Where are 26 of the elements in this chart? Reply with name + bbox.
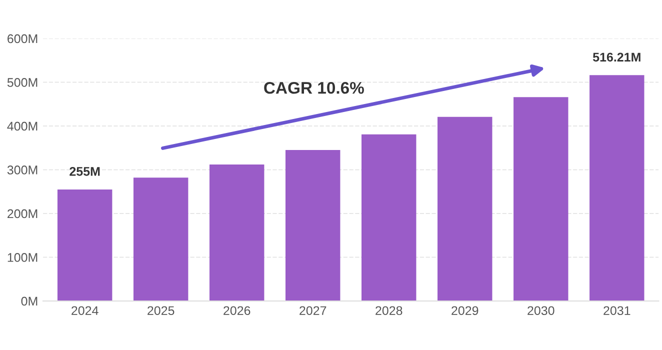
y-tick-label: 600M [8,34,38,44]
x-tick-label: 2029 [452,306,478,316]
x-tick-label: 2024 [72,306,98,316]
x-tick-label: 2027 [300,306,326,316]
y-tick-label: 200M [8,209,38,218]
x-tick-label: 2026 [224,306,250,316]
x-tick-label: 2030 [528,306,554,316]
y-tick-label: 0M [21,296,38,306]
y-tick-label: 500M [7,78,38,87]
data-label: 255M [70,167,100,176]
bar [209,164,264,301]
bar [133,178,188,301]
bar [514,97,568,301]
y-tick-label: 100M [8,253,38,262]
bar [57,189,112,301]
x-tick-label: 2025 [148,306,174,316]
bar [590,75,644,301]
y-tick-label: 300M [7,166,38,174]
x-tick-label: 2031 [604,306,630,316]
bar [362,134,416,301]
x-tick-label: 2028 [376,306,402,316]
annotation: CAGR 10.6% [264,82,364,94]
data-label: 516.21M [592,52,640,62]
bar [438,116,492,301]
y-tick-label: 400M [7,122,38,131]
bar [285,150,340,301]
